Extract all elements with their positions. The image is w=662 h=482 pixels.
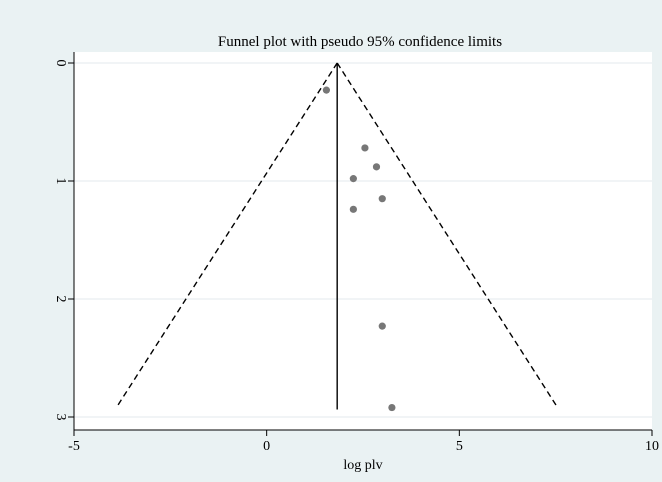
plot-region [74, 52, 652, 430]
data-point [349, 205, 357, 213]
y-tick-label: 1 [53, 178, 68, 185]
left-confidence-limit-line [115, 62, 338, 408]
data-points [322, 86, 396, 412]
data-point [322, 86, 330, 94]
data-point [388, 403, 396, 412]
data-point [372, 163, 381, 171]
x-tick-label: -5 [68, 439, 80, 454]
data-point [378, 322, 386, 330]
y-tick-label: 2 [53, 296, 68, 303]
x-axis-title: log plv [343, 458, 382, 473]
axes: -5 0 5 10 0 1 2 3 [53, 52, 659, 454]
right-confidence-limit-line [336, 62, 559, 408]
data-point [349, 175, 357, 183]
data-point [378, 195, 386, 203]
y-tick-label: 0 [53, 60, 68, 67]
data-point [361, 144, 369, 152]
chart-title: Funnel plot with pseudo 95% confidence l… [218, 34, 502, 50]
y-tick-label: 3 [53, 414, 68, 421]
funnel-lines [115, 62, 559, 410]
grid-lines [74, 62, 652, 418]
x-tick-label: 0 [263, 439, 270, 454]
x-tick-label: 10 [645, 439, 659, 454]
x-tick-label: 5 [456, 439, 463, 454]
